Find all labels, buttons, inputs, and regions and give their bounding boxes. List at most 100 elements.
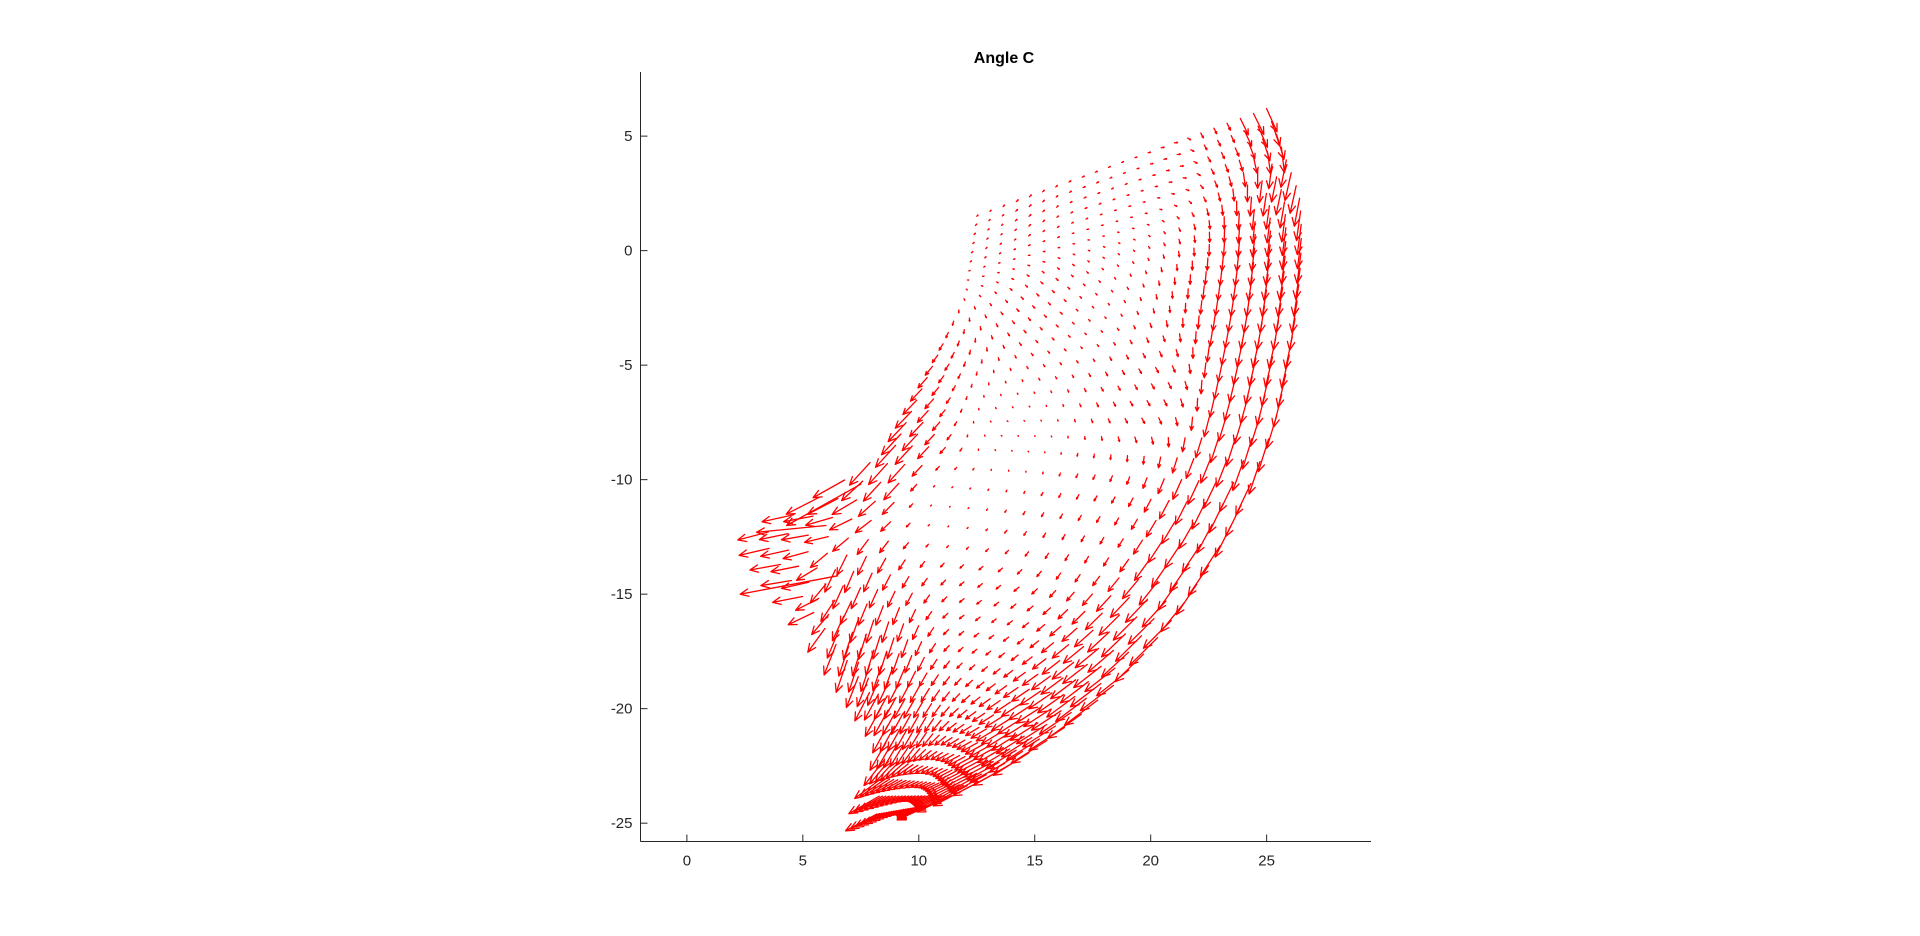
quiver-arrow [1129,339,1133,345]
quiver-arrow [1036,293,1040,297]
quiver-arrow [914,781,928,789]
quiver-arrow [1000,223,1004,227]
quiver-arrow [1080,346,1083,350]
quiver-arrow [1244,184,1251,203]
quiver-arrow [1146,400,1151,407]
quiver-arrow [1220,204,1225,216]
quiver-arrow [1015,199,1019,203]
quiver-arrow [1114,635,1143,662]
quiver-arrow [760,549,790,559]
quiver-arrow [1030,710,1062,731]
quiver-arrow [1095,181,1100,184]
quiver-arrow [1202,480,1217,509]
quiver-arrow [1031,305,1036,309]
quiver-arrow [1019,690,1042,706]
quiver-arrow [780,581,810,591]
quiver-arrow [890,712,904,736]
quiver-arrow [1109,176,1113,179]
quiver-arrow [1193,235,1197,244]
quiver-arrow [953,421,958,427]
quiver-arrow [1193,160,1198,164]
quiver-arrow [1107,302,1111,306]
quiver-arrow [1042,607,1052,616]
quiver-arrow [1157,456,1162,469]
quiver-arrow [908,730,921,750]
quiver-arrow [1005,489,1008,493]
quiver-arrow [924,767,939,775]
quiver-arrow [896,764,914,777]
quiver-arrow [939,409,946,418]
quiver-arrow [1149,162,1154,165]
quiver-arrow [904,780,919,789]
quiver-arrow [909,686,920,703]
quiver-arrow [761,514,795,525]
quiver-arrow [917,446,930,460]
quiver-arrow [896,623,905,643]
quiver-arrow [923,718,935,733]
quiver-arrow [1150,383,1155,390]
quiver-arrow [989,209,992,213]
quiver-arrow [1051,289,1055,294]
quiver-arrow [1130,216,1134,219]
quiver-arrow [1027,317,1032,322]
quiver-arrow [832,537,849,552]
quiver-arrow [1173,277,1177,286]
quiver-arrow [1073,629,1094,648]
quiver-arrow [903,699,915,719]
quiver-arrow [1206,208,1210,217]
quiver-arrow [1265,107,1278,133]
quiver-arrow [1218,481,1235,513]
quiver-arrow [905,522,911,528]
quiver-arrow [1051,661,1075,680]
quiver-arrow [871,665,882,692]
quiver-arrow [863,795,890,810]
quiver-arrow [972,467,975,471]
quiver-arrow [1112,198,1116,201]
quiver-arrow [1006,620,1014,626]
quiver-arrow [1278,255,1287,285]
quiver-arrow [1092,474,1096,481]
quiver-arrow [1021,656,1033,666]
quiver-arrow [978,294,982,298]
quiver-arrow [850,647,862,677]
quiver-arrow [979,326,982,331]
quiver-arrow [1147,151,1152,154]
quiver-arrow [1178,522,1195,550]
quiver-arrow [1063,348,1067,352]
quiver-arrow [1160,146,1165,149]
quiver-arrow [1190,260,1195,271]
quiver-arrow [1085,217,1089,220]
quiver-arrow [1215,459,1228,488]
quiver-arrow [1132,249,1136,253]
quiver-arrow [1293,210,1302,242]
quiver-arrow [1055,184,1058,188]
quiver-arrow [1126,194,1130,197]
quiver-arrow [942,676,951,686]
quiver-arrow [975,371,978,376]
quiver-arrow [1056,267,1060,270]
quiver-arrow [1039,326,1043,331]
quiver-arrow [1081,175,1086,178]
quiver-arrow [1100,224,1104,227]
quiver-arrow [939,446,946,455]
quiver-arrow [1116,264,1120,268]
quiver-arrow [992,668,1001,675]
quiver-arrow [1047,350,1051,354]
quiver-arrow [1256,438,1270,473]
quiver-arrow [985,246,988,250]
quiver-arrow [874,795,897,807]
quiver-arrow [856,677,870,708]
quiver-arrow [1121,160,1125,164]
quiver-arrow [1163,399,1168,407]
quiver-arrow [1132,539,1144,555]
quiver-arrow [1041,659,1061,675]
quiver-arrow [932,485,936,488]
quiver-arrow [941,596,948,603]
quiver-field [737,107,1303,832]
quiver-arrow [978,714,995,725]
quiver-arrow [1110,496,1116,504]
quiver-arrow [1042,229,1046,233]
quiver-arrow [1187,480,1200,505]
quiver-arrow [998,652,1006,659]
quiver-arrow [1204,345,1211,363]
